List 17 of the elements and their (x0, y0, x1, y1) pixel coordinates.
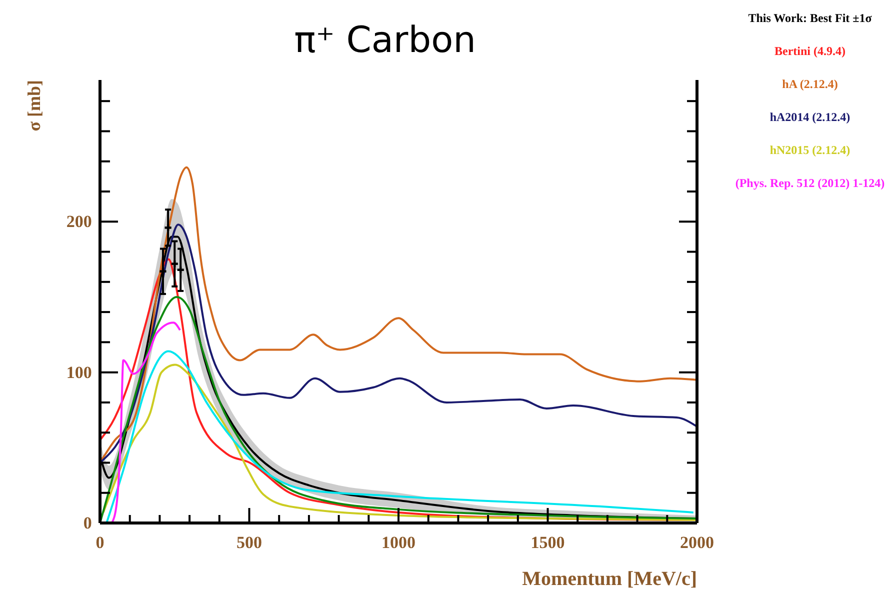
x-tick-label: 1000 (382, 533, 416, 552)
x-tick-label: 2000 (680, 533, 714, 552)
text: hA (2.12.4) (782, 77, 838, 91)
x-tick-label: 0 (96, 533, 104, 552)
text: This Work: Best Fit ±1σ (748, 11, 872, 25)
y-tick-label: 100 (66, 362, 92, 382)
chart-title: π⁺ Carbon (294, 20, 476, 61)
x-axis-title: Momentum [MeV/c] (522, 568, 697, 590)
text: hA2014 (2.12.4) (770, 110, 850, 124)
x-tick-label: 1500 (530, 533, 565, 552)
x-tick-label: 500 (236, 533, 262, 552)
y-axis-title: σ [mb] (24, 80, 44, 132)
text: hN2015 (2.12.4) (770, 143, 850, 157)
y-tick-label: 0 (83, 513, 92, 532)
y-tick-label: 200 (66, 212, 92, 232)
text: (Phys. Rep. 512 (2012) 1-124) (735, 176, 885, 190)
text: Bertini (4.9.4) (774, 44, 846, 58)
